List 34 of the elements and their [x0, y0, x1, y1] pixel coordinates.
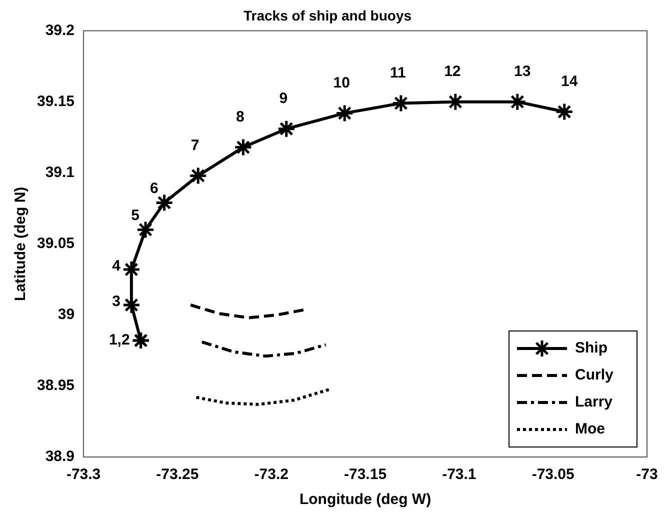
legend-label: Ship	[575, 340, 608, 357]
x-tick-label: -73.2	[254, 466, 288, 484]
annotation: 5	[131, 206, 140, 224]
x-tick-label: -73.25	[156, 466, 199, 484]
annotation: 4	[112, 258, 122, 275]
y-tick-label: 38.9	[45, 448, 75, 466]
legend-label: Moe	[575, 420, 605, 438]
legend-label: Larry	[575, 394, 614, 411]
y-tick-label: 39	[58, 306, 75, 324]
y-tick-label: 39.2	[45, 22, 75, 39]
chart-title: Tracks of ship and buoys	[243, 7, 412, 24]
y-axis-title: Latitude (deg N)	[12, 186, 30, 301]
annotation: 7	[190, 136, 200, 154]
y-tick-label: 38.95	[36, 377, 75, 394]
x-tick-label: -73.05	[532, 466, 574, 484]
annotation: 9	[279, 90, 288, 107]
annotation: 1,2	[108, 332, 130, 349]
annotation: 11	[390, 64, 406, 82]
x-tick-label: -73	[636, 466, 658, 484]
y-tick-label: 39.1	[45, 164, 75, 182]
annotation: 12	[444, 62, 461, 80]
y-tick-label: 39.15	[36, 92, 75, 110]
legend-label: Curly	[575, 366, 614, 384]
annotation: 10	[333, 74, 350, 92]
annotation: 3	[112, 293, 120, 310]
y-tick-label: 39.05	[36, 235, 75, 252]
annotation: 8	[236, 108, 244, 126]
annotation: 13	[514, 62, 531, 80]
annotation: 6	[150, 180, 158, 197]
x-tick-label: -73.3	[66, 466, 101, 484]
x-tick-label: -73.1	[442, 466, 476, 484]
annotation: 14	[561, 72, 578, 90]
x-tick-label: -73.15	[344, 466, 387, 484]
x-axis-title: Longitude (deg W)	[299, 491, 432, 508]
